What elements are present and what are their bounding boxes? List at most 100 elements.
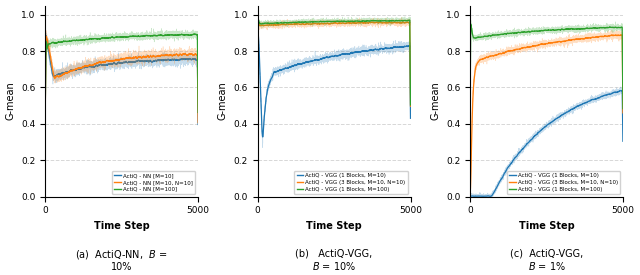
ActiQ - NN [M=10, N=10] xyxy=(141,55,148,59)
Y-axis label: G-mean: G-mean xyxy=(218,82,228,120)
ActiQ - VGG (3 Blocks, M=10, N=10) xyxy=(254,108,262,111)
ActiQ - NN [M=100] xyxy=(42,113,49,116)
ActiQ - NN [M=10, N=10] xyxy=(156,54,163,57)
ActiQ - VGG (1 Blocks, M=10) xyxy=(255,34,262,38)
ActiQ - NN [M=10] xyxy=(133,59,141,63)
ActiQ - NN [M=10] xyxy=(195,123,202,126)
ActiQ - VGG (1 Blocks, M=100) xyxy=(255,18,262,21)
ActiQ - NN [M=100] xyxy=(195,111,202,114)
ActiQ - VGG (1 Blocks, M=10) xyxy=(494,184,502,187)
ActiQ - NN [M=100] xyxy=(167,33,175,36)
ActiQ - VGG (1 Blocks, M=10) xyxy=(592,97,600,100)
Line: ActiQ - VGG (1 Blocks, M=100): ActiQ - VGG (1 Blocks, M=100) xyxy=(258,20,410,107)
ActiQ - VGG (3 Blocks, M=10, N=10) xyxy=(466,194,474,197)
ActiQ - NN [M=10, N=10] xyxy=(69,69,77,72)
Text: (b)   ActiQ-VGG,
$B$ = 10%: (b) ActiQ-VGG, $B$ = 10% xyxy=(296,248,372,272)
ActiQ - VGG (1 Blocks, M=10) xyxy=(353,50,361,54)
ActiQ - VGG (3 Blocks, M=10, N=10) xyxy=(525,45,532,49)
ActiQ - VGG (1 Blocks, M=10) xyxy=(619,140,627,143)
ActiQ - VGG (1 Blocks, M=10) xyxy=(580,101,588,105)
ActiQ - VGG (3 Blocks, M=10, N=10) xyxy=(619,111,627,114)
ActiQ - VGG (1 Blocks, M=10) xyxy=(282,67,289,70)
ActiQ - NN [M=100] xyxy=(133,35,141,38)
ActiQ - VGG (3 Blocks, M=10, N=10) xyxy=(558,40,566,43)
Line: ActiQ - NN [M=10]: ActiQ - NN [M=10] xyxy=(45,35,198,125)
ActiQ - NN [M=10, N=10] xyxy=(167,53,175,56)
ActiQ - VGG (1 Blocks, M=100) xyxy=(467,23,475,26)
ActiQ - NN [M=10] xyxy=(100,63,108,66)
ActiQ - VGG (1 Blocks, M=100) xyxy=(346,20,353,23)
Text: (a)  ActiQ-NN,  $B$ =
10%: (a) ActiQ-NN, $B$ = 10% xyxy=(76,248,168,272)
ActiQ - VGG (1 Blocks, M=100) xyxy=(406,103,414,107)
ActiQ - VGG (1 Blocks, M=10) xyxy=(406,117,414,120)
ActiQ - NN [M=100] xyxy=(141,34,148,38)
Line: ActiQ - NN [M=10, N=10]: ActiQ - NN [M=10, N=10] xyxy=(45,37,198,123)
ActiQ - VGG (1 Blocks, M=100) xyxy=(368,19,376,22)
ActiQ - NN [M=10] xyxy=(156,59,163,62)
ActiQ - VGG (3 Blocks, M=10, N=10) xyxy=(368,21,376,24)
ActiQ - VGG (3 Blocks, M=10, N=10) xyxy=(592,35,600,39)
Line: ActiQ - VGG (1 Blocks, M=100): ActiQ - VGG (1 Blocks, M=100) xyxy=(470,24,623,110)
ActiQ - VGG (1 Blocks, M=10) xyxy=(380,47,387,51)
ActiQ - VGG (1 Blocks, M=10) xyxy=(525,141,532,144)
ActiQ - VGG (1 Blocks, M=100) xyxy=(525,30,532,33)
ActiQ - NN [M=10] xyxy=(141,60,148,63)
ActiQ - VGG (1 Blocks, M=100) xyxy=(580,27,588,30)
ActiQ - NN [M=10] xyxy=(42,113,49,117)
ActiQ - VGG (3 Blocks, M=10, N=10) xyxy=(404,21,412,24)
ActiQ - VGG (1 Blocks, M=10) xyxy=(312,58,320,61)
ActiQ - VGG (3 Blocks, M=10, N=10) xyxy=(566,38,573,42)
X-axis label: Time Step: Time Step xyxy=(306,221,362,231)
ActiQ - VGG (1 Blocks, M=100) xyxy=(619,107,627,110)
ActiQ - VGG (1 Blocks, M=100) xyxy=(592,26,600,30)
Legend: ActiQ - NN [M=10], ActiQ - NN [M=10, N=10], ActiQ - NN [M=100]: ActiQ - NN [M=10], ActiQ - NN [M=10, N=1… xyxy=(112,171,195,194)
X-axis label: Time Step: Time Step xyxy=(94,221,150,231)
Line: ActiQ - NN [M=100]: ActiQ - NN [M=100] xyxy=(45,34,198,115)
ActiQ - VGG (1 Blocks, M=10) xyxy=(368,48,376,52)
ActiQ - VGG (1 Blocks, M=10) xyxy=(558,113,566,117)
ActiQ - VGG (3 Blocks, M=10, N=10) xyxy=(494,53,502,56)
ActiQ - VGG (1 Blocks, M=100) xyxy=(558,28,566,31)
ActiQ - VGG (3 Blocks, M=10, N=10) xyxy=(406,104,414,108)
ActiQ - VGG (1 Blocks, M=100) xyxy=(353,19,361,23)
ActiQ - NN [M=10, N=10] xyxy=(195,121,202,124)
ActiQ - NN [M=10, N=10] xyxy=(42,35,50,38)
ActiQ - VGG (3 Blocks, M=10, N=10) xyxy=(618,33,625,36)
X-axis label: Time Step: Time Step xyxy=(518,221,574,231)
Y-axis label: G-mean: G-mean xyxy=(6,82,15,120)
ActiQ - VGG (1 Blocks, M=10) xyxy=(566,109,573,112)
ActiQ - VGG (3 Blocks, M=10, N=10) xyxy=(380,21,387,24)
ActiQ - VGG (1 Blocks, M=100) xyxy=(494,33,502,37)
Line: ActiQ - VGG (1 Blocks, M=10): ActiQ - VGG (1 Blocks, M=10) xyxy=(258,36,410,137)
ActiQ - NN [M=100] xyxy=(156,34,163,37)
ActiQ - NN [M=10] xyxy=(42,34,50,37)
ActiQ - NN [M=10, N=10] xyxy=(42,115,49,119)
ActiQ - NN [M=10] xyxy=(167,59,175,62)
ActiQ - VGG (3 Blocks, M=10, N=10) xyxy=(346,21,353,24)
Legend: ActiQ - VGG (1 Blocks, M=10), ActiQ - VGG (3 Blocks, M=10, N=10), ActiQ - VGG (1: ActiQ - VGG (1 Blocks, M=10), ActiQ - VG… xyxy=(294,171,408,194)
ActiQ - VGG (1 Blocks, M=10) xyxy=(466,195,474,198)
ActiQ - VGG (1 Blocks, M=10) xyxy=(254,113,262,116)
ActiQ - VGG (1 Blocks, M=100) xyxy=(380,19,387,22)
Y-axis label: G-mean: G-mean xyxy=(430,82,440,120)
ActiQ - VGG (1 Blocks, M=100) xyxy=(466,108,474,112)
Line: ActiQ - VGG (3 Blocks, M=10, N=10): ActiQ - VGG (3 Blocks, M=10, N=10) xyxy=(258,22,410,109)
ActiQ - VGG (3 Blocks, M=10, N=10) xyxy=(353,21,361,24)
ActiQ - VGG (1 Blocks, M=100) xyxy=(566,28,573,31)
ActiQ - VGG (1 Blocks, M=100) xyxy=(254,106,262,109)
ActiQ - NN [M=10, N=10] xyxy=(133,56,141,60)
ActiQ - NN [M=10, N=10] xyxy=(100,61,108,64)
ActiQ - VGG (3 Blocks, M=10, N=10) xyxy=(312,22,320,25)
ActiQ - VGG (3 Blocks, M=10, N=10) xyxy=(580,37,588,40)
Line: ActiQ - VGG (1 Blocks, M=10): ActiQ - VGG (1 Blocks, M=10) xyxy=(470,90,623,196)
Text: (c)  ActiQ-VGG,
$B$ = 1%: (c) ActiQ-VGG, $B$ = 1% xyxy=(510,248,583,272)
ActiQ - NN [M=100] xyxy=(69,39,77,42)
ActiQ - VGG (1 Blocks, M=100) xyxy=(282,21,289,24)
ActiQ - NN [M=10] xyxy=(69,69,77,72)
ActiQ - NN [M=100] xyxy=(191,32,198,36)
ActiQ - VGG (1 Blocks, M=10) xyxy=(259,135,266,139)
ActiQ - VGG (1 Blocks, M=100) xyxy=(312,20,320,23)
ActiQ - VGG (1 Blocks, M=10) xyxy=(346,53,353,56)
Legend: ActiQ - VGG (1 Blocks, M=10), ActiQ - VGG (3 Blocks, M=10, N=10), ActiQ - VGG (1: ActiQ - VGG (1 Blocks, M=10), ActiQ - VG… xyxy=(507,171,620,194)
ActiQ - VGG (1 Blocks, M=10) xyxy=(618,89,626,92)
